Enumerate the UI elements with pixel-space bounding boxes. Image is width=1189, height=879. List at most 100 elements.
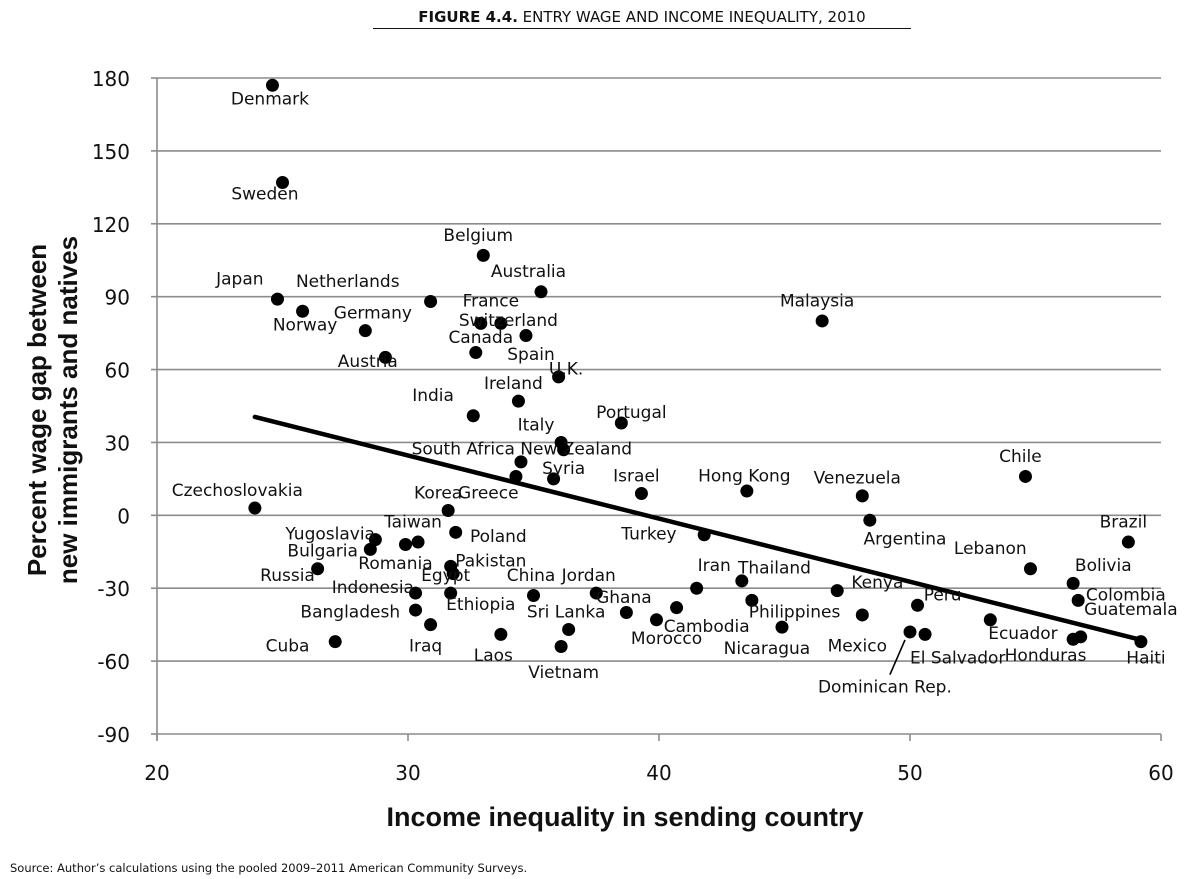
data-point [634, 486, 648, 500]
point-label: Austria [338, 352, 398, 372]
y-tick-label: 150 [92, 140, 130, 164]
data-point [311, 562, 325, 576]
data-point [534, 285, 548, 299]
data-point [363, 542, 377, 556]
point-label: Italy [518, 415, 555, 435]
point-label: Spain [507, 345, 555, 365]
data-point [745, 593, 759, 607]
data-point [446, 567, 460, 581]
point-label: Malaysia [780, 291, 854, 311]
point-label: Lebanon [954, 539, 1027, 559]
point-label: Norway [273, 316, 338, 336]
point-label: Morocco [631, 629, 702, 649]
point-label: Colombia [1086, 585, 1166, 605]
data-point [276, 175, 289, 189]
point-label: Bolivia [1075, 556, 1132, 576]
data-point [296, 304, 310, 318]
point-label: Poland [470, 527, 527, 547]
point-label: Germany [334, 304, 412, 324]
point-label: Indonesia [332, 578, 414, 598]
point-label: Philippines [749, 602, 841, 622]
point-label: Vietnam [528, 663, 599, 683]
point-label: Haiti [1126, 649, 1165, 669]
point-labels: Denmark Sweden Japan Norway Netherlands Germa… [172, 90, 1178, 698]
point-label: Turkey [620, 525, 676, 545]
x-tick-label: 60 [1148, 761, 1173, 785]
data-point [690, 581, 704, 595]
data-point [1071, 593, 1085, 607]
point-label: Sweden [231, 184, 298, 204]
point-label: Sri Lanka [527, 602, 606, 622]
data-points [248, 78, 1148, 654]
figure-title: FIGURE 4.4. ENTRY WAGE AND INCOME INEQUA… [373, 8, 911, 29]
data-point [614, 416, 628, 430]
gridlines [157, 77, 1161, 735]
y-axis-title-line: new immigrants and natives [53, 236, 83, 584]
point-label: Romania [358, 554, 432, 574]
point-label: Venezuela [814, 469, 901, 489]
point-label: Honduras [1005, 646, 1087, 666]
point-label: Ireland [484, 374, 543, 394]
point-label: Japan [215, 270, 263, 290]
data-point [983, 613, 997, 627]
point-label: Thailand [737, 559, 811, 579]
data-point [903, 625, 917, 639]
data-point [494, 627, 508, 641]
point-label: Laos [474, 646, 513, 666]
data-point [557, 443, 571, 457]
point-label: France [463, 291, 520, 311]
point-label: Korea [414, 483, 462, 503]
data-point [444, 586, 458, 600]
data-point [509, 469, 523, 483]
point-label: Nicaragua [724, 639, 811, 659]
point-label: Kenya [851, 573, 903, 593]
data-point [328, 635, 342, 649]
y-tick-label: -60 [97, 650, 130, 674]
y-tick-label: -30 [97, 577, 130, 601]
y-tick-label: 90 [105, 286, 130, 310]
data-point [358, 324, 372, 338]
point-label: New Zealand [520, 440, 632, 460]
point-label: Belgium [443, 226, 513, 246]
data-point [398, 537, 412, 551]
data-point [476, 248, 490, 262]
label-leader-line [889, 639, 906, 676]
data-point [449, 525, 463, 539]
data-point [270, 292, 284, 306]
fit-line [252, 414, 1141, 642]
data-point [474, 316, 488, 330]
source-note: Source: Author’s calculations using the … [10, 861, 528, 875]
point-label: Greece [458, 483, 519, 503]
x-tick-label: 30 [395, 761, 420, 785]
point-label: China [507, 566, 556, 586]
data-point [368, 533, 382, 547]
figure-title-text: ENTRY WAGE AND INCOME INEQUALITY, 2010 [522, 8, 866, 26]
x-tick-labels: 20 30 40 50 60 [144, 761, 1173, 785]
point-label: Ethiopia [446, 595, 515, 615]
point-label: Jordan [561, 566, 616, 586]
data-point [527, 589, 540, 603]
data-point [1074, 630, 1088, 644]
point-label: Ecuador [988, 624, 1057, 644]
point-label: India [412, 386, 454, 406]
axes [151, 77, 1162, 741]
data-point [424, 295, 438, 309]
data-point [697, 528, 711, 542]
data-point [494, 316, 508, 330]
data-point [409, 586, 423, 600]
point-label: Yugoslavia [284, 525, 375, 545]
scatter-chart: 180 150 120 90 60 30 0 -30 -60 -90 20 30 40 50 60 Den… [22, 67, 1178, 832]
point-label: Switzerland [459, 311, 558, 331]
point-label: Denmark [231, 90, 309, 110]
point-label: Bulgaria [287, 542, 358, 562]
point-label: Cuba [266, 636, 310, 656]
y-tick-label: -90 [97, 723, 130, 747]
point-label: U.K. [549, 359, 583, 379]
point-label: Iraq [409, 636, 442, 656]
point-label: Czechoslovakia [172, 481, 303, 501]
point-label: Russia [260, 566, 315, 586]
point-label: Iran [698, 556, 731, 576]
point-label: South Africa [412, 440, 515, 460]
data-point [670, 601, 684, 615]
point-label: Chile [999, 447, 1042, 467]
